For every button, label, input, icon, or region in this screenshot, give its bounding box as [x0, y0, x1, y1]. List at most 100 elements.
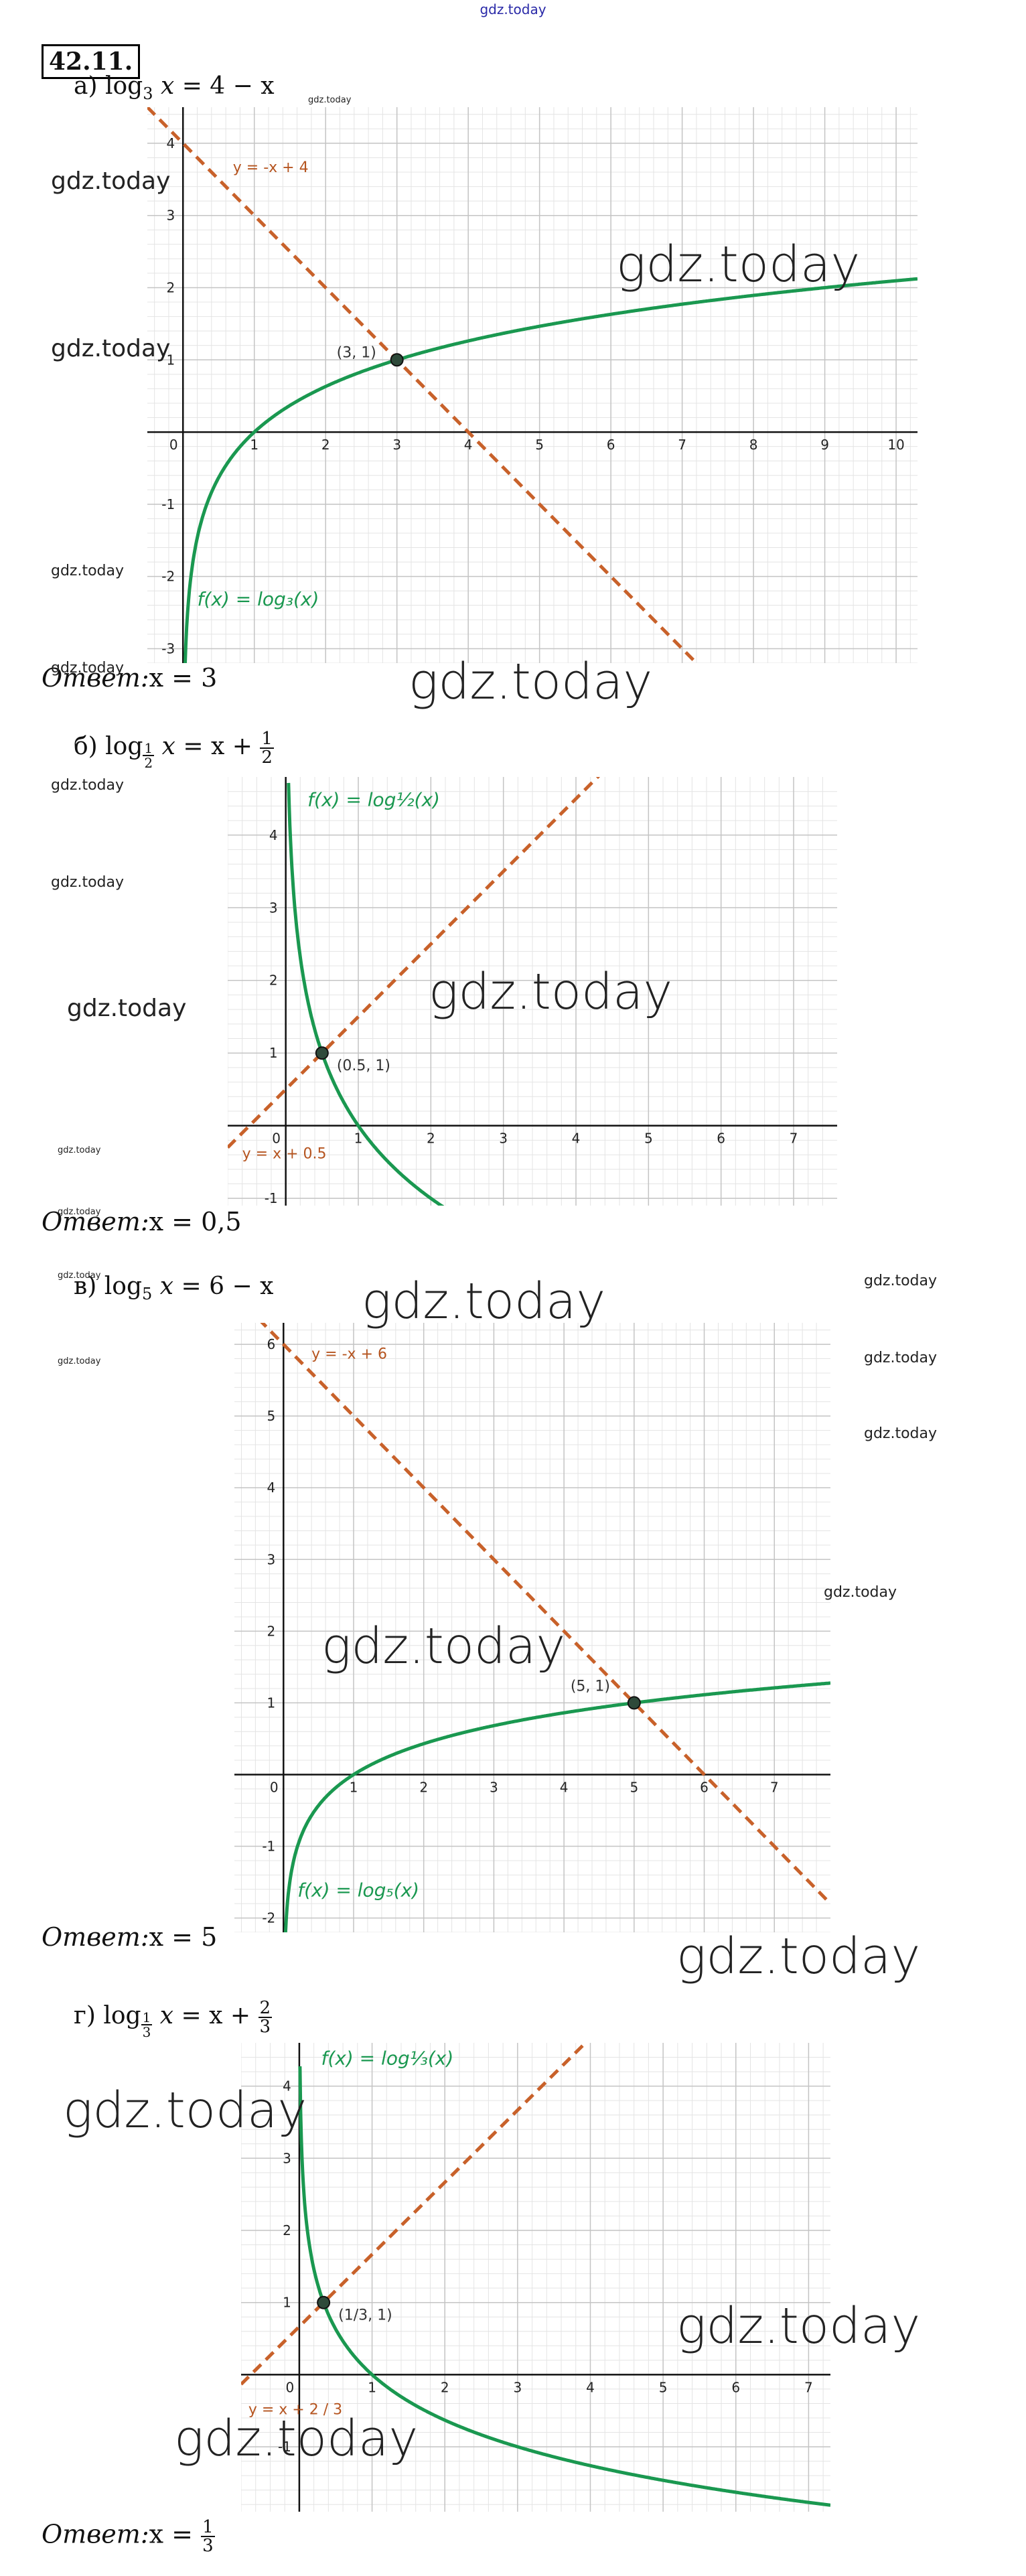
log-base: 3 — [143, 84, 153, 104]
x-tick-label: 0 — [169, 437, 178, 453]
x-tick-label: 6 — [717, 1131, 725, 1147]
y-tick-label: -2 — [161, 569, 175, 585]
watermark: gdz.today — [63, 2082, 307, 2139]
minor-grid — [147, 107, 918, 663]
answer-numerator: 1 — [201, 2517, 215, 2537]
intersection-point — [627, 1696, 641, 1710]
x-tick-label: 4 — [572, 1131, 581, 1147]
watermark: gdz.today — [864, 1273, 938, 1289]
graph-b: 0 1 2 3 4 5 6 7 -1 1 2 3 4 (0.5, 1) f(x) = log½(x) y = … — [228, 777, 837, 1206]
watermark: gdz.today — [824, 1584, 897, 1601]
watermark: gdz.today — [409, 653, 653, 711]
watermark: gdz.today — [51, 563, 125, 579]
curve-label: f(x) = log⅓(x) — [321, 2047, 454, 2069]
x-tick-label: 6 — [731, 2379, 740, 2395]
y-tick-label: 2 — [267, 1623, 276, 1639]
answer-value: x = 5 — [149, 1922, 218, 1952]
base-numerator: 1 — [141, 2009, 153, 2025]
watermark: gdz.today — [676, 1928, 921, 1985]
line-label: y = x + 0.5 — [242, 1145, 327, 1162]
x-tick-label: 2 — [321, 437, 330, 453]
x-tick-label: 10 — [887, 437, 904, 453]
x-tick-label: 0 — [272, 1131, 281, 1147]
x-tick-label: 4 — [464, 437, 473, 453]
answer-label: Ответ: — [42, 1207, 149, 1236]
watermark: gdz.today — [51, 660, 125, 676]
x-tick-label: 1 — [368, 2379, 376, 2395]
y-tick-label: 1 — [167, 352, 175, 368]
y-tick-label: 4 — [267, 1480, 276, 1496]
base-denominator: 3 — [142, 2023, 151, 2040]
dashed-line — [228, 777, 601, 1149]
x-tick-label: 2 — [441, 2379, 449, 2395]
log-curve — [283, 1681, 830, 1932]
answer-denominator: 3 — [202, 2536, 214, 2556]
answer-a: Ответ:x = 3 — [42, 663, 217, 693]
problem-number: 42.11. — [42, 44, 141, 79]
watermark: gdz.today — [58, 1356, 101, 1366]
y-tick-label: 1 — [267, 1695, 276, 1711]
watermark: gdz.today — [58, 1207, 101, 1217]
x-tick-label: 5 — [659, 2379, 668, 2395]
log-curve — [183, 277, 918, 663]
part-letter: а) — [74, 72, 98, 100]
log-base: 5 — [142, 1285, 153, 1304]
line-label: y = -x + 4 — [233, 159, 309, 176]
watermark: gdz.today — [58, 1271, 101, 1281]
watermark: gdz.today — [67, 995, 187, 1022]
watermark: gdz.today — [864, 1425, 938, 1442]
x-tick-label: 7 — [804, 2379, 813, 2395]
x-tick-label: 2 — [427, 1131, 435, 1147]
line-label: y = -x + 6 — [311, 1346, 387, 1363]
equation-rhs: = x + — [181, 2002, 251, 2029]
answer-value: x = 3 — [149, 663, 218, 693]
x-tick-label: 9 — [820, 437, 829, 453]
watermark: gdz.today — [616, 236, 861, 293]
x-tick-label: 7 — [678, 437, 686, 453]
y-tick-label: 3 — [283, 2150, 291, 2166]
y-tick-label: -3 — [161, 640, 175, 656]
watermark: gdz.today — [174, 2410, 419, 2467]
intersection-label: (0.5, 1) — [337, 1058, 390, 1074]
x-tick-label: 4 — [560, 1779, 569, 1795]
x-tick-label: 5 — [644, 1131, 653, 1147]
x-tick-label: 0 — [270, 1779, 279, 1795]
intersection-point — [315, 1046, 329, 1060]
watermark: gdz.today — [429, 963, 673, 1021]
watermark: gdz.today — [676, 2297, 921, 2355]
site-label[interactable]: gdz.today — [480, 1, 546, 17]
y-tick-label: 4 — [283, 2078, 291, 2094]
curve-label: f(x) = log½(x) — [307, 788, 440, 810]
watermark: gdz.today — [58, 1145, 101, 1155]
y-tick-label: 3 — [167, 208, 175, 224]
x-tick-label: 5 — [630, 1779, 638, 1795]
x-tick-label: 7 — [770, 1779, 779, 1795]
y-tick-label: -1 — [265, 1190, 278, 1206]
graph-d: 0 1 2 3 4 5 6 7 -1 1 2 3 4 (1/3, 1) f(x) = log⅓(x) y = … — [241, 2043, 830, 2512]
intersection-label: (1/3, 1) — [338, 2307, 392, 2324]
watermark: gdz.today — [51, 874, 125, 891]
y-tick-label: 6 — [267, 1336, 276, 1352]
x-tick-label: 1 — [350, 1779, 358, 1795]
x-tick-label: 7 — [790, 1131, 798, 1147]
x-tick-label: 6 — [607, 437, 615, 453]
equation-rhs: = x + — [183, 733, 252, 760]
x-tick-label: 5 — [535, 437, 544, 453]
answer-label: Ответ: — [42, 2519, 149, 2549]
y-tick-label: 5 — [267, 1408, 276, 1424]
x-tick-label: 4 — [586, 2379, 595, 2395]
answer-label: Ответ: — [42, 1922, 149, 1952]
dashed-line — [260, 1323, 830, 1905]
watermark: gdz.today — [362, 1273, 606, 1330]
part-letter: г) — [74, 2002, 96, 2029]
watermark: gdz.today — [51, 167, 171, 195]
equation-rhs: = 4 − x — [181, 72, 275, 100]
part-letter: б) — [74, 733, 98, 760]
equation-rhs: = 6 − x — [181, 1273, 274, 1300]
answer-c: Ответ:x = 5 — [42, 1922, 217, 1952]
y-tick-label: 3 — [267, 1551, 276, 1567]
rhs-denominator: 3 — [259, 2017, 271, 2037]
x-tick-label: 3 — [490, 1779, 498, 1795]
